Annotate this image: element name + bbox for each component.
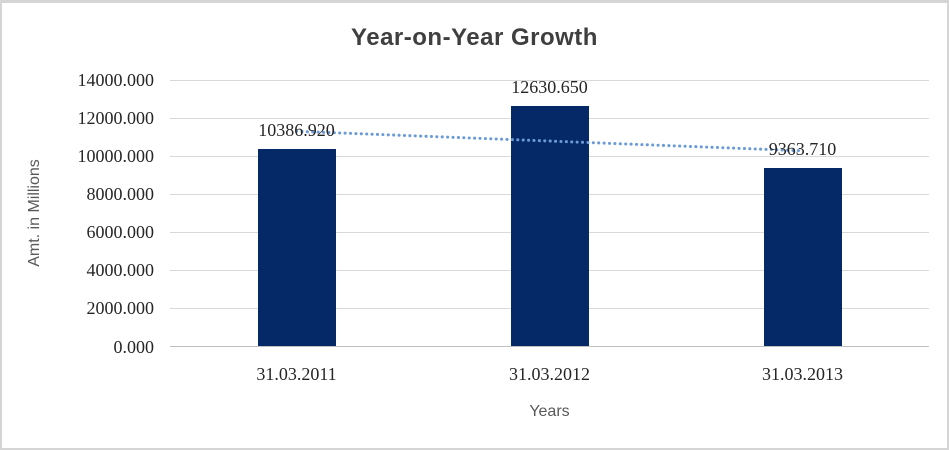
y-tick-label: 4000.000 [86, 260, 155, 281]
chart-title: Year-on-Year Growth [351, 24, 598, 51]
y-tick-label: 8000.000 [86, 184, 155, 205]
y-tick-label: 10000.000 [77, 146, 155, 167]
y-tick-label: 14000.000 [77, 70, 155, 90]
y-tick-label: 0.000 [113, 336, 155, 357]
x-category-label: 31.03.2013 [762, 364, 843, 384]
y-axis-title: Amt. in Millions [26, 159, 43, 267]
plot-area: 0.000 2000.000 4000.000 6000.000 8000.000 100… [2, 3, 947, 448]
bar-value-label: 10386.920 [258, 119, 335, 140]
x-category-label: 31.03.2011 [256, 364, 337, 384]
bar [763, 168, 842, 347]
x-axis-line [170, 346, 929, 347]
x-category-label: 31.03.2012 [509, 364, 590, 384]
gridline [170, 79, 929, 81]
y-tick-label: 6000.000 [86, 222, 155, 243]
y-tick-label: 2000.000 [86, 298, 155, 319]
bar [257, 148, 336, 347]
bar [510, 106, 589, 347]
bar-value-label: 9363.710 [768, 139, 837, 160]
x-axis-title: Years [529, 403, 570, 420]
bar-value-label: 12630.650 [511, 77, 588, 98]
y-tick-label: 12000.000 [77, 108, 155, 129]
